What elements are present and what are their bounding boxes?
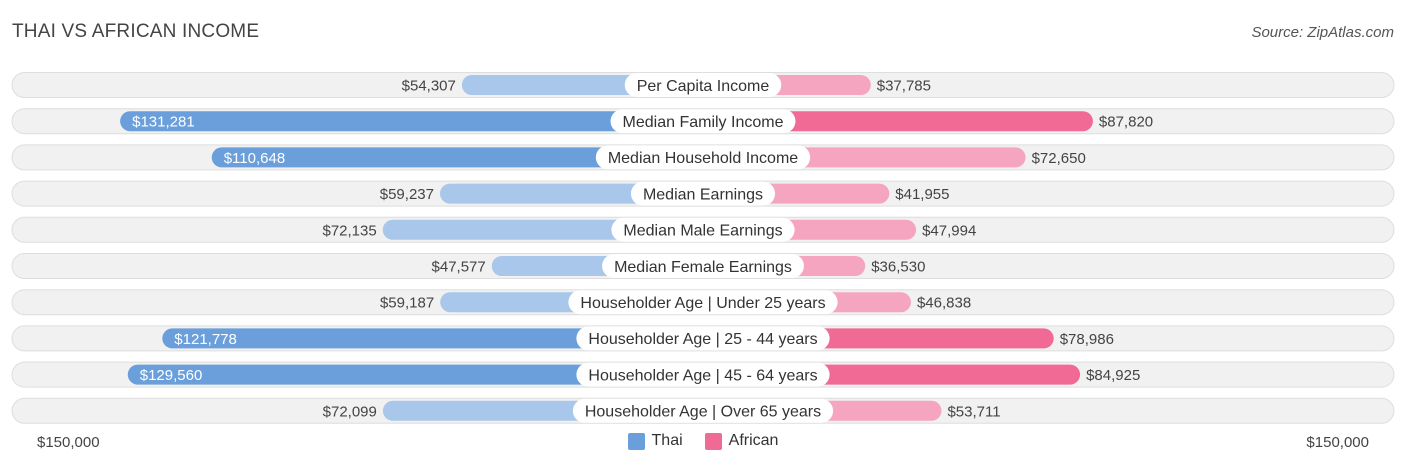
- value-label-african: $41,955: [895, 186, 949, 203]
- value-label-african: $37,785: [877, 78, 931, 95]
- bar-thai[interactable]: [127, 364, 703, 385]
- legend-swatch-african: [704, 432, 722, 450]
- value-label-thai: $129,560: [140, 367, 203, 384]
- legend-item-thai[interactable]: Thai: [627, 432, 683, 450]
- legend-label-thai: Thai: [651, 432, 683, 449]
- category-pill: [602, 254, 804, 278]
- category-pill: [576, 362, 830, 387]
- value-label-thai: $47,577: [432, 259, 486, 276]
- category-pill: [576, 326, 830, 351]
- value-label-african: $87,820: [1099, 114, 1153, 131]
- source-note: Source: ZipAtlas.com: [1251, 24, 1394, 41]
- value-label-african: $53,711: [947, 403, 1000, 420]
- value-label-african: $47,994: [922, 222, 976, 239]
- category-label: Median Family Income: [623, 114, 784, 131]
- category-pill: [595, 145, 811, 170]
- category-pill: [568, 290, 838, 315]
- category-pill: [630, 181, 776, 206]
- value-label-thai: $121,778: [174, 331, 237, 348]
- category-pill: [624, 73, 782, 97]
- bar-thai[interactable]: [162, 328, 704, 349]
- value-label-african: $78,986: [1060, 331, 1114, 348]
- value-label-african: $46,838: [917, 295, 971, 312]
- bar-african[interactable]: [703, 111, 1093, 132]
- category-pill: [610, 109, 796, 134]
- category-label: Median Earnings: [643, 186, 763, 203]
- category-label: Householder Age | Under 25 years: [580, 295, 825, 312]
- bar-thai[interactable]: [211, 147, 703, 168]
- category-pill: [611, 217, 795, 242]
- value-label-thai: $131,281: [132, 114, 195, 131]
- value-label-thai: $54,307: [402, 78, 456, 95]
- legend-item-african[interactable]: African: [704, 432, 779, 450]
- value-label-african: $36,530: [871, 259, 925, 276]
- value-label-thai: $72,135: [322, 222, 376, 239]
- value-label-african: $72,650: [1032, 150, 1086, 167]
- category-label: Householder Age | Over 65 years: [585, 404, 821, 421]
- category-label: Per Capita Income: [637, 78, 770, 95]
- value-label-thai: $59,187: [380, 295, 434, 312]
- category-label: Householder Age | 25 - 44 years: [588, 331, 817, 348]
- value-label-thai: $72,099: [323, 403, 377, 420]
- legend-swatch-thai: [627, 432, 645, 450]
- legend-label-african: African: [728, 432, 779, 449]
- axis-left-label: $150,000: [37, 434, 100, 451]
- legend: Thai African: [0, 432, 1406, 450]
- value-label-thai: $59,237: [380, 186, 434, 203]
- value-label-african: $84,925: [1086, 367, 1140, 384]
- chart-title: THAI VS AFRICAN INCOME: [12, 21, 260, 42]
- bar-thai[interactable]: [120, 111, 703, 132]
- value-label-thai: $110,648: [224, 150, 285, 167]
- category-label: Median Household Income: [608, 150, 798, 167]
- category-pill: [572, 398, 834, 423]
- axis-right-label: $150,000: [1306, 434, 1369, 451]
- category-label: Median Male Earnings: [623, 223, 782, 240]
- category-label: Median Female Earnings: [614, 259, 792, 276]
- category-label: Householder Age | 45 - 64 years: [588, 367, 817, 384]
- chart-area: $54,307 $37,785 Per Capita Income $131,281 $…: [11, 72, 1395, 424]
